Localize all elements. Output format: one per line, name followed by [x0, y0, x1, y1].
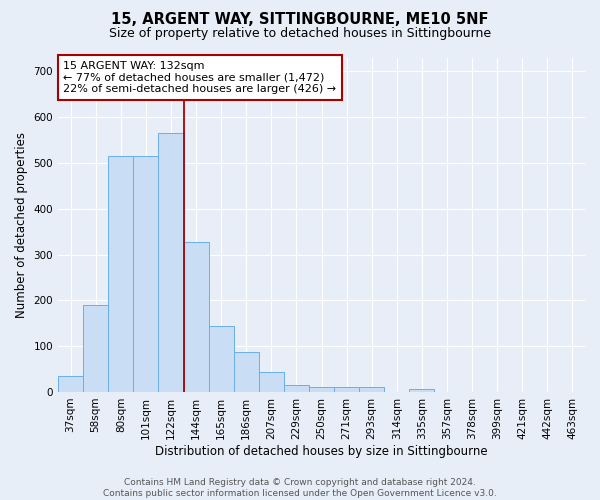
Y-axis label: Number of detached properties: Number of detached properties	[15, 132, 28, 318]
Text: Size of property relative to detached houses in Sittingbourne: Size of property relative to detached ho…	[109, 28, 491, 40]
Bar	[209, 326, 233, 392]
Bar	[284, 385, 309, 392]
Bar	[133, 156, 158, 392]
Bar	[158, 133, 184, 392]
Bar	[309, 388, 334, 392]
Bar	[259, 372, 284, 392]
Text: 15, ARGENT WAY, SITTINGBOURNE, ME10 5NF: 15, ARGENT WAY, SITTINGBOURNE, ME10 5NF	[111, 12, 489, 28]
X-axis label: Distribution of detached houses by size in Sittingbourne: Distribution of detached houses by size …	[155, 444, 488, 458]
Bar	[184, 242, 209, 392]
Bar	[409, 389, 434, 392]
Bar	[359, 388, 384, 392]
Bar	[83, 305, 108, 392]
Bar	[233, 352, 259, 392]
Bar	[58, 376, 83, 392]
Text: Contains HM Land Registry data © Crown copyright and database right 2024.
Contai: Contains HM Land Registry data © Crown c…	[103, 478, 497, 498]
Bar	[334, 388, 359, 392]
Text: 15 ARGENT WAY: 132sqm
← 77% of detached houses are smaller (1,472)
22% of semi-d: 15 ARGENT WAY: 132sqm ← 77% of detached …	[64, 61, 337, 94]
Bar	[108, 156, 133, 392]
